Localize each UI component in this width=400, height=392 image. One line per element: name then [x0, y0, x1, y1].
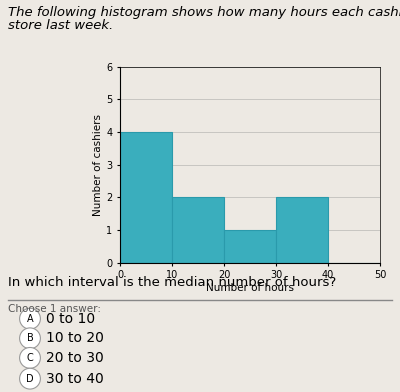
Text: B: B [27, 333, 33, 343]
Text: A: A [27, 314, 33, 324]
Text: 30 to 40: 30 to 40 [46, 372, 104, 386]
Text: C: C [27, 353, 33, 363]
Bar [276, 197, 328, 263]
Bar [224, 230, 276, 263]
Text: 10 to 20: 10 to 20 [46, 331, 104, 345]
Text: Choose 1 answer:: Choose 1 answer: [8, 304, 101, 314]
Text: store last week.: store last week. [8, 19, 113, 32]
X-axis label: Number of hours: Number of hours [206, 283, 294, 293]
Text: The following histogram shows how many hours each cashier worked at a: The following histogram shows how many h… [8, 6, 400, 19]
Text: 20 to 30: 20 to 30 [46, 351, 104, 365]
Text: 0 to 10: 0 to 10 [46, 312, 95, 326]
Text: D: D [26, 374, 34, 384]
Bar [120, 132, 172, 263]
Text: In which interval is the median number of hours?: In which interval is the median number o… [8, 276, 336, 289]
Bar [172, 197, 224, 263]
Y-axis label: Number of cashiers: Number of cashiers [93, 114, 103, 216]
